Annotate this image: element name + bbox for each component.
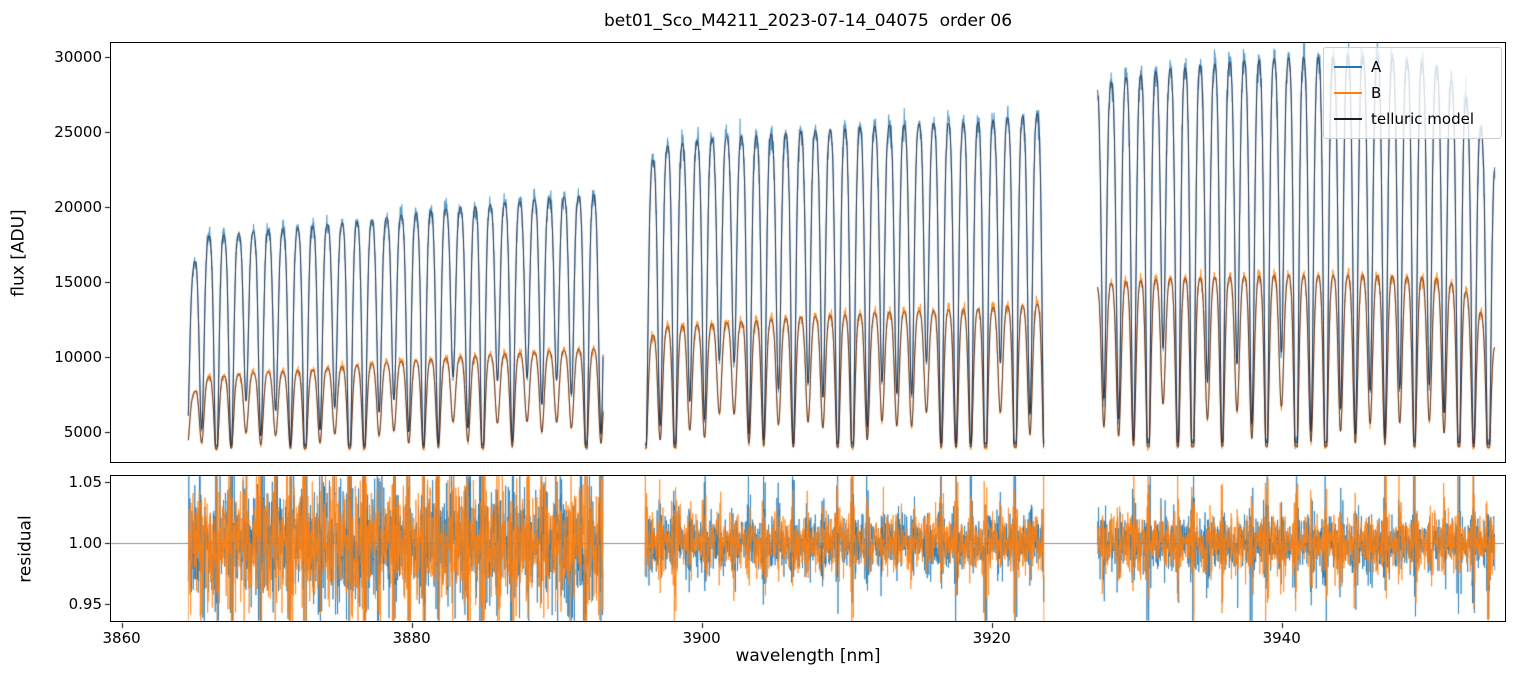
residual-ytick-label: 1.05	[68, 473, 102, 492]
wavelength-axis-label: wavelength [nm]	[735, 646, 881, 666]
wavelength-xtick-label: 3920	[972, 629, 1011, 647]
wavelength-xtick-label: 3900	[682, 629, 721, 647]
legend-line-sample	[1334, 66, 1362, 68]
legend-line-sample	[1334, 118, 1362, 120]
legend-line-sample	[1334, 92, 1362, 94]
residual-ytick-label: 1.00	[68, 534, 102, 553]
legend-entry-label: A	[1371, 58, 1382, 76]
legend-entry-b: B	[1334, 80, 1491, 106]
wavelength-xtick-label: 3880	[392, 629, 431, 647]
legend-entry-a: A	[1334, 54, 1491, 80]
flux-ytick-label: 15000	[54, 272, 102, 291]
wavelength-xtick-label: 3860	[102, 629, 141, 647]
flux-ytick-label: 30000	[54, 47, 102, 66]
flux-ytick-label: 10000	[54, 347, 102, 366]
legend-entry-telluric-model: telluric model	[1334, 106, 1491, 132]
wavelength-xtick-label: 3940	[1262, 629, 1301, 647]
flux-axis-label-wrap: flux [ADU]	[6, 42, 32, 463]
flux-ytick-label: 20000	[54, 197, 102, 216]
flux-ytick-label: 25000	[54, 122, 102, 141]
legend-entry-label: B	[1371, 84, 1382, 102]
chart-title: bet01_Sco_M4211_2023-07-14_04075 order 0…	[603, 11, 1013, 31]
residual-ytick-label: 0.95	[68, 594, 102, 613]
flux-ytick-label: 5000	[63, 422, 102, 441]
legend-entry-label: telluric model	[1371, 110, 1475, 128]
